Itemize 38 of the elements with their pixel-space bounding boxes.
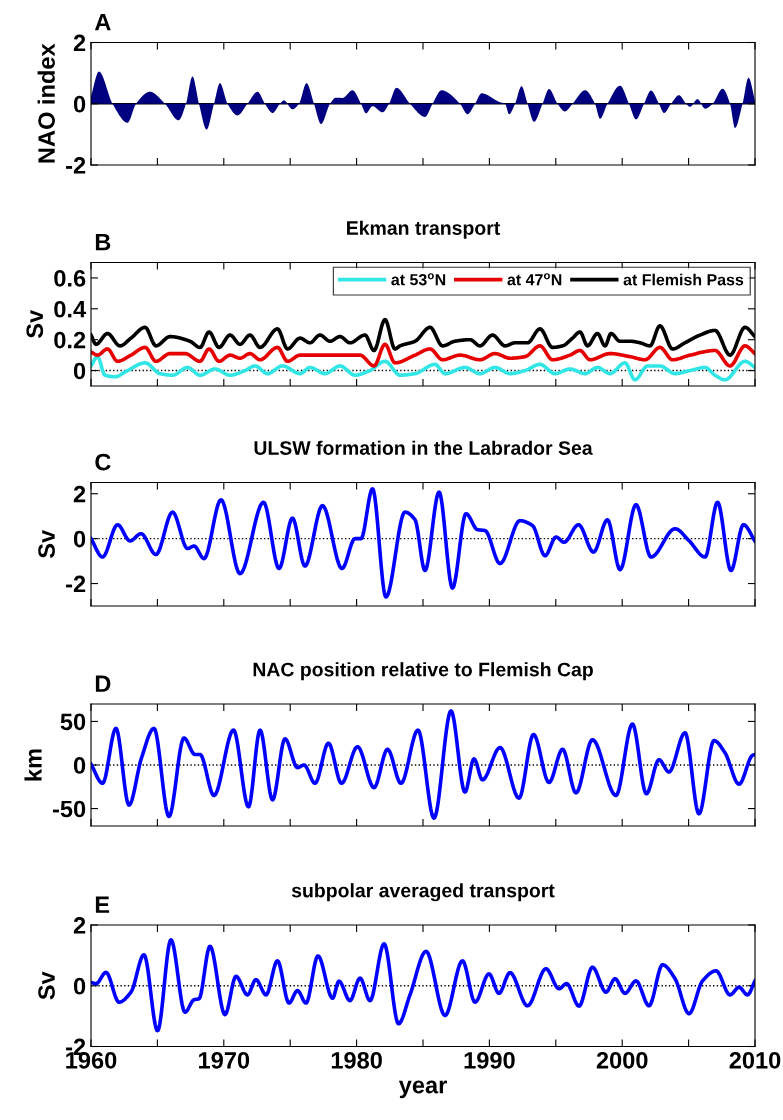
y-tick-label: 0 (73, 95, 86, 113)
y-tick-label: 2 (73, 34, 86, 52)
text: C (95, 453, 111, 471)
y-axis-title: km (24, 749, 42, 781)
y-tick-label: 0 (73, 757, 86, 774)
text: D (95, 675, 111, 692)
chart-title: Ekman transport (347, 220, 501, 239)
x-tick-label: 2000 (596, 1051, 648, 1069)
y-axis-title: NAO index (37, 43, 55, 163)
y-tick-label: 2 (73, 485, 86, 503)
y-tick-label: 50 (60, 713, 86, 731)
y-tick-label: -2 (66, 575, 86, 593)
legend-label: at 47$^{o}$N (507, 273, 562, 286)
x-tick-label: 1970 (199, 1051, 250, 1069)
x-tick-label: 1990 (464, 1051, 515, 1069)
x-tick-label: 1980 (331, 1051, 382, 1069)
y-tick-label: 2 (73, 917, 86, 934)
y-tick-label: 0 (73, 530, 86, 548)
chart-title: ULSW formation in the Labrador Sea (254, 440, 593, 455)
text: A (94, 14, 111, 31)
y-axis-title: Sv (38, 529, 55, 559)
chart-title: NAC position relative to Flemish Cap (253, 662, 593, 681)
y-tick-label: 0.2 (54, 331, 86, 349)
y-tick-label: -2 (66, 157, 86, 174)
chart-title: subpolar averaged transport (291, 883, 555, 902)
y-tick-label: 0 (73, 977, 86, 995)
x-axis-title: year (398, 1080, 447, 1099)
y-axis-title: Sv (38, 971, 55, 1000)
y-tick-label: 0.6 (54, 270, 86, 287)
text: B (95, 233, 111, 251)
legend-label: at 53$^{o}$N (391, 273, 446, 286)
y-tick-label: 0.4 (54, 300, 87, 318)
y-tick-label: -50 (52, 800, 86, 818)
legend-label: at Flemish Pass (623, 273, 744, 286)
x-tick-label: 2010 (729, 1051, 781, 1069)
text: E (95, 896, 110, 913)
y-tick-label: 0 (73, 362, 86, 380)
y-axis-title: Sv (26, 309, 44, 339)
